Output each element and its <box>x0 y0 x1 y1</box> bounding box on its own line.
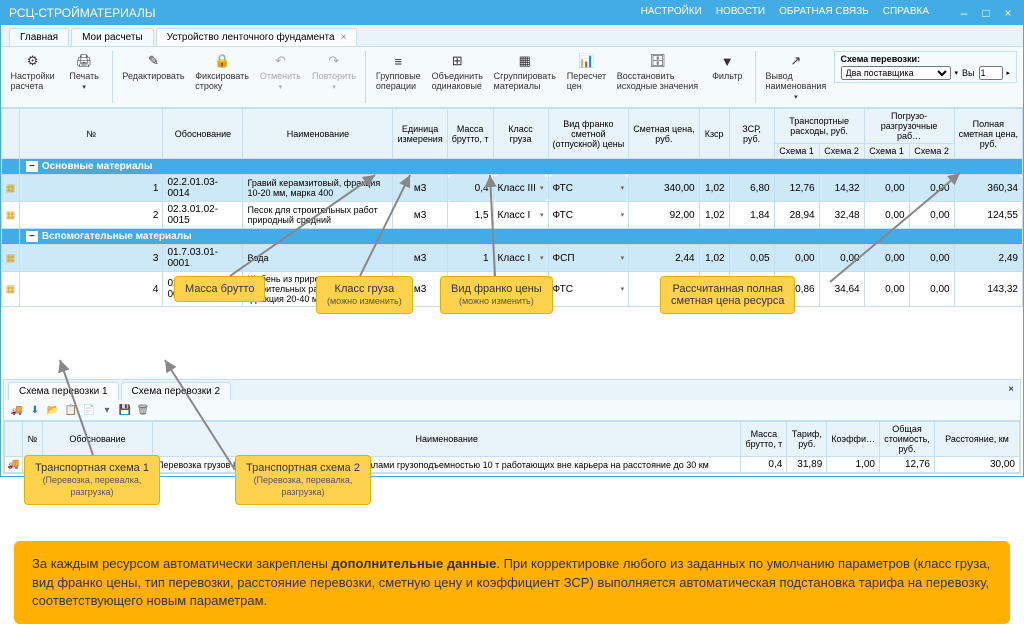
group-ops-button[interactable]: ≡Групповые операции <box>372 51 424 93</box>
schema-title: Схема перевозки: <box>841 54 1011 64</box>
schema-select[interactable]: Два поставщика <box>841 66 951 80</box>
pane-close-icon[interactable]: × <box>1002 382 1020 400</box>
callout-ts1: Транспортная схема 1(Перевозка, перевалк… <box>24 455 160 505</box>
restore-button[interactable]: 🗄Восстановить исходные значения <box>614 51 702 93</box>
group-icon: ▦ <box>517 53 533 69</box>
tab-project[interactable]: Устройство ленточного фундамента× <box>156 28 358 46</box>
redo-icon: ↷ <box>326 53 342 69</box>
filter-icon: ▼ <box>719 53 735 69</box>
close-button[interactable]: × <box>1001 6 1015 20</box>
table-row[interactable]: ▦ 2 02.3.01.02-0015 Песок для строительн… <box>2 202 1023 229</box>
callout-ts2: Транспортная схема 2(Перевозка, перевалк… <box>235 455 371 505</box>
save-icon[interactable]: 💾 <box>118 403 132 417</box>
tab-my-calc[interactable]: Мои расчеты <box>71 28 154 46</box>
edit-icon: ✎ <box>145 53 161 69</box>
tab-schema2[interactable]: Схема перевозки 2 <box>121 382 232 400</box>
title-bar: РСЦ-СТРОЙМАТЕРИАЛЫ НАСТРОЙКИ НОВОСТИ ОБР… <box>1 1 1023 25</box>
toolbar: ⚙Настройки расчета 🖨Печать▾ ✎Редактирова… <box>1 47 1023 108</box>
menu-feedback[interactable]: ОБРАТНАЯ СВЯЗЬ <box>779 6 869 20</box>
minimize-button[interactable]: – <box>957 6 971 20</box>
down-icon[interactable]: ⬇ <box>28 403 42 417</box>
settings-button[interactable]: ⚙Настройки расчета <box>7 51 58 93</box>
lock-icon: 🔒 <box>214 53 230 69</box>
export-icon: ↗ <box>788 53 804 69</box>
dropdown-icon[interactable]: ▾ <box>100 403 114 417</box>
callout-full: Рассчитанная полная сметная цена ресурса <box>660 276 795 314</box>
tab-main[interactable]: Главная <box>9 28 69 46</box>
menu-settings[interactable]: НАСТРОЙКИ <box>641 6 702 20</box>
merge-button[interactable]: ⊞Объединить одинаковые <box>428 51 486 93</box>
filter-button[interactable]: ▼Фильтр <box>705 51 749 83</box>
undo-icon: ↶ <box>272 53 288 69</box>
undo-button[interactable]: ↶Отменить▾ <box>256 51 304 93</box>
tab-schema1[interactable]: Схема перевозки 1 <box>8 382 119 400</box>
recalc-button[interactable]: 📊Пересчет цен <box>563 51 610 93</box>
print-icon: 🖨 <box>76 53 92 69</box>
row-icon: ▦ <box>4 181 18 195</box>
truck-row-icon: 🚚 <box>7 459 19 470</box>
stack-icon: ≡ <box>390 53 406 69</box>
recalc-icon: 📊 <box>578 53 594 69</box>
fix-row-button[interactable]: 🔒Фиксировать строку <box>192 51 253 93</box>
merge-icon: ⊞ <box>449 53 465 69</box>
table-row[interactable]: ▦ 1 02.2.01.03-0014 Гравий керамзитовый,… <box>2 175 1023 202</box>
main-tabs: Главная Мои расчеты Устройство ленточног… <box>1 25 1023 47</box>
row-icon: ▦ <box>4 282 18 296</box>
menu-news[interactable]: НОВОСТИ <box>716 6 765 20</box>
callout-franco: Вид франко цены(можно изменить) <box>440 276 553 314</box>
close-tab-icon[interactable]: × <box>341 32 347 43</box>
row-icon: ▦ <box>4 208 18 222</box>
export-button[interactable]: ↗Вывод наименования▾ <box>762 51 829 103</box>
doc-icon[interactable]: 📄 <box>82 403 96 417</box>
maximize-button[interactable]: □ <box>979 6 993 20</box>
gear-icon: ⚙ <box>25 53 41 69</box>
restore-icon: 🗄 <box>649 53 665 69</box>
copy-icon[interactable]: 📋 <box>64 403 78 417</box>
app-title: РСЦ-СТРОЙМАТЕРИАЛЫ <box>9 6 641 20</box>
print-button[interactable]: 🖨Печать▾ <box>62 51 106 93</box>
schema-count[interactable] <box>979 66 1003 80</box>
info-banner: За каждым ресурсом автоматически закрепл… <box>14 541 1010 624</box>
group-materials-button[interactable]: ▦Сгруппировать материалы <box>490 51 559 93</box>
edit-button[interactable]: ✎Редактировать <box>119 51 188 83</box>
table-row[interactable]: ▦ 3 01.7.03.01-0001 Вода м3 1 Класс I▾ Ф… <box>2 245 1023 272</box>
redo-button[interactable]: ↷Повторить▾ <box>309 51 360 93</box>
schema-panel: Схема перевозки: Два поставщика ▾ Вы ▸ <box>834 51 1018 83</box>
callout-mass: Масса брутто <box>174 276 265 302</box>
open-icon[interactable]: 📂 <box>46 403 60 417</box>
truck-icon[interactable]: 🚚 <box>10 403 24 417</box>
delete-icon[interactable]: 🗑 <box>136 403 150 417</box>
callout-class: Класс груза(можно изменить) <box>316 276 413 314</box>
menu-help[interactable]: СПРАВКА <box>883 6 929 20</box>
row-icon: ▦ <box>4 251 18 265</box>
